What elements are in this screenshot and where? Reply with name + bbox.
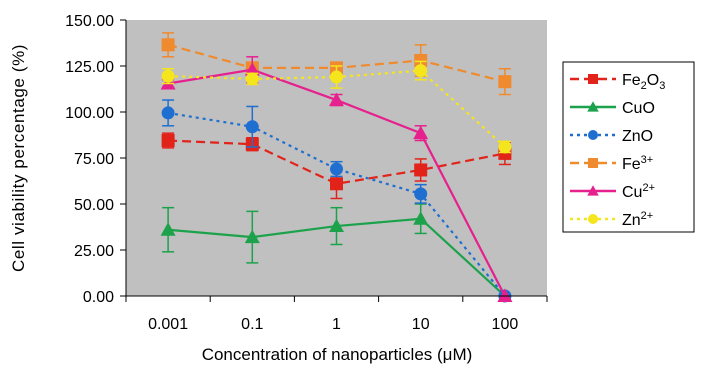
legend-label: Zn2+ — [622, 210, 653, 229]
data-point — [414, 64, 428, 78]
data-point — [414, 163, 428, 177]
legend-box — [562, 61, 695, 233]
data-point — [498, 75, 512, 89]
y-axis-label: Cell viability percentage (%) — [9, 44, 28, 272]
data-point — [329, 92, 344, 107]
x-tick-label: 10 — [412, 316, 430, 333]
y-tick-label: 125.00 — [65, 59, 114, 76]
data-point — [161, 69, 175, 83]
data-point — [160, 222, 176, 236]
x-tick-label: 100 — [492, 316, 519, 333]
legend-label: Cu2+ — [622, 182, 655, 201]
series-Zn2+ — [161, 60, 512, 154]
legend-swatch-marker — [588, 130, 598, 140]
x-axis-label: Concentration of nanoparticles (μM) — [202, 345, 473, 364]
y-tick-label: 0.00 — [83, 289, 114, 306]
data-point — [414, 187, 428, 201]
legend-label: Fe3+ — [622, 154, 653, 173]
data-point — [330, 162, 343, 176]
legend: Fe2O3 CuO ZnO Fe3+ Cu2+ Zn2+ — [562, 61, 695, 233]
series-layer — [160, 32, 513, 303]
series-line — [167, 111, 506, 297]
series-line — [168, 139, 506, 185]
data-point — [497, 288, 513, 302]
x-tick-label: 0.001 — [148, 316, 188, 333]
data-point — [329, 218, 344, 233]
data-point — [161, 38, 175, 52]
legend-swatch-marker — [587, 101, 599, 112]
y-tick-label: 50.00 — [74, 197, 114, 214]
data-point — [414, 53, 428, 67]
legend-swatch-marker — [588, 214, 598, 224]
legend-label: ZnO — [622, 128, 653, 145]
legend-swatch-marker — [588, 158, 598, 168]
data-point — [330, 177, 343, 191]
x-axis-ticks: 0.001 0.1 1 10 100 — [125, 296, 548, 333]
y-tick-label: 75.00 — [74, 151, 114, 168]
data-point — [161, 134, 175, 148]
legend-swatch-marker — [588, 74, 598, 84]
legend-label: Fe2O3 — [622, 72, 665, 92]
data-point — [413, 125, 429, 140]
y-tick-label: 25.00 — [74, 243, 114, 260]
data-point — [413, 211, 429, 225]
data-point — [161, 106, 175, 120]
data-point — [330, 70, 343, 84]
data-point — [244, 62, 260, 76]
x-tick-label: 0.1 — [241, 316, 263, 333]
y-tick-label: 150.00 — [65, 13, 114, 30]
data-point — [244, 229, 260, 244]
y-axis-ticks: 0.00 25.00 50.00 75.00 100.00 125.00 150.00 — [65, 13, 126, 306]
data-point — [245, 72, 259, 86]
y-tick-label: 100.00 — [65, 105, 114, 122]
legend-label: CuO — [622, 100, 655, 117]
x-tick-label: 1 — [332, 316, 341, 333]
legend-swatch-marker — [587, 185, 599, 196]
data-point — [245, 120, 259, 134]
data-point — [498, 140, 512, 154]
